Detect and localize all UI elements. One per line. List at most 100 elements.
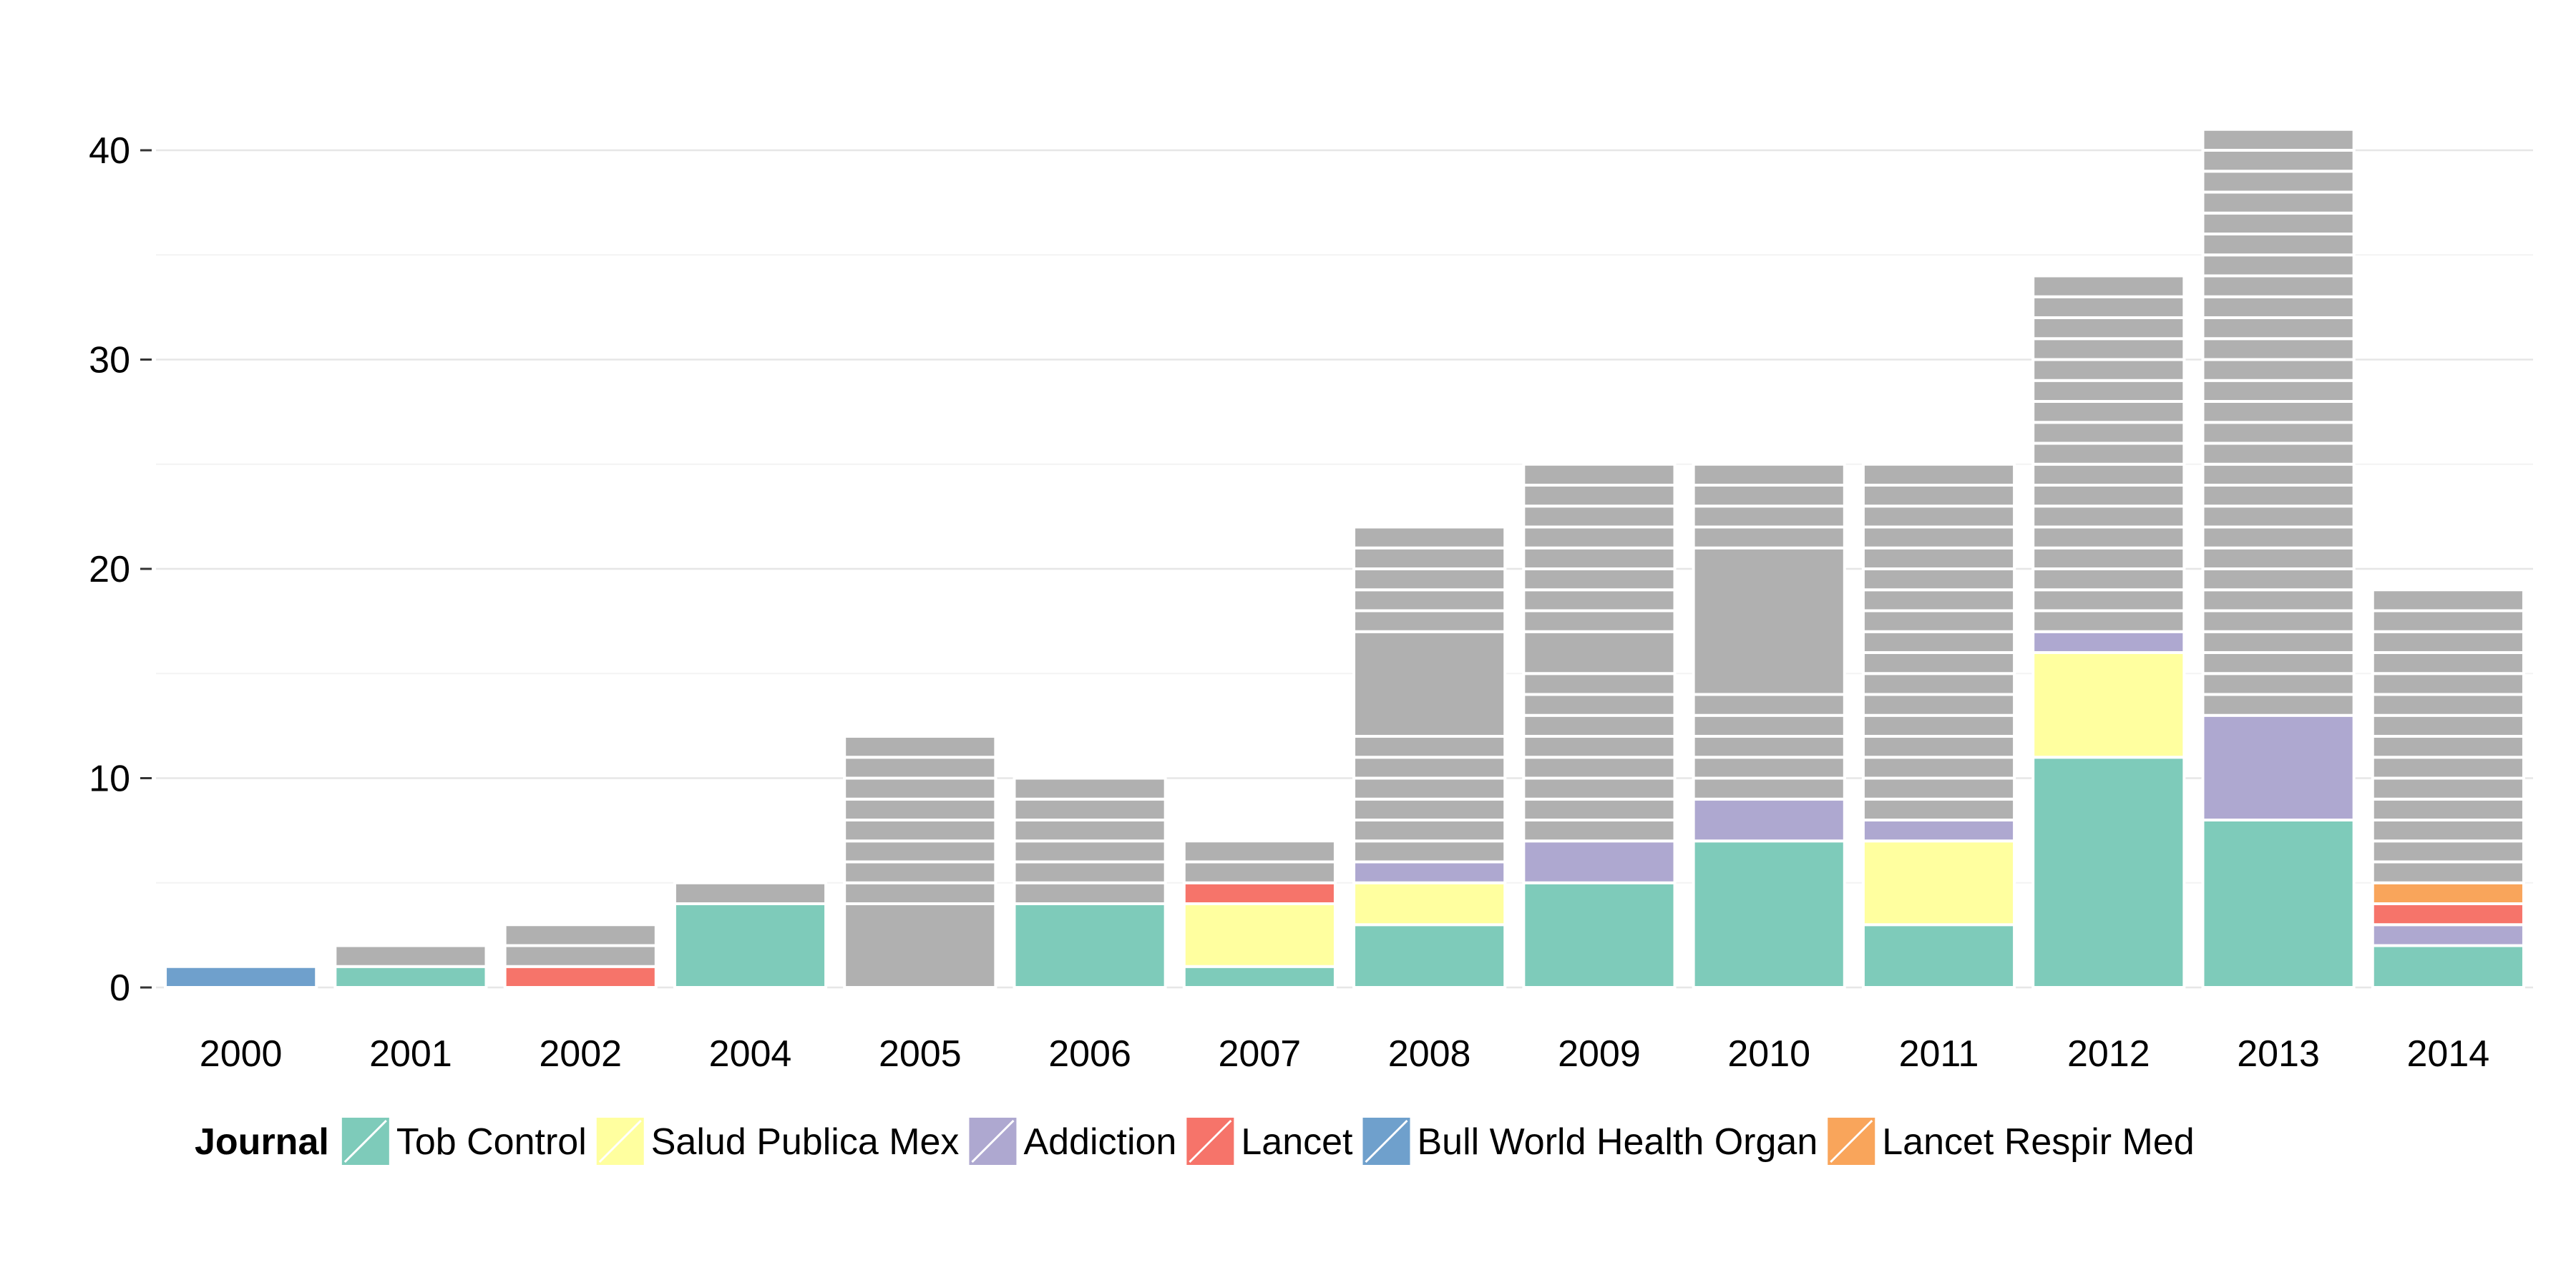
bar-segment-other bbox=[1861, 693, 2016, 717]
bar-segment-other bbox=[1013, 860, 1167, 884]
bar-segment-other bbox=[2031, 379, 2186, 403]
bar-segment-other bbox=[2201, 211, 2356, 235]
bar-segment-other bbox=[1861, 651, 2016, 675]
bar-segment-other bbox=[503, 944, 658, 968]
bar-segment-other bbox=[1013, 819, 1167, 843]
bar-segment-other bbox=[1522, 546, 1677, 570]
bar-segment-other bbox=[843, 860, 997, 884]
bar-segment-other bbox=[2371, 860, 2525, 884]
x-tick-label: 2006 bbox=[1048, 1033, 1131, 1075]
bar-segment-other bbox=[1861, 609, 2016, 633]
bar-segment-other bbox=[1692, 525, 1846, 550]
bar-segment-tob-control bbox=[1692, 839, 1846, 989]
bar-segment-other bbox=[1861, 484, 2016, 508]
x-tick-label: 2014 bbox=[2407, 1033, 2490, 1075]
bar-segment-other bbox=[1861, 630, 2016, 654]
y-tick-label: 20 bbox=[89, 549, 130, 590]
bar-segment-other bbox=[1861, 462, 2016, 487]
bar-segment-other bbox=[1522, 588, 1677, 613]
bar-segment-other bbox=[843, 797, 997, 821]
bar-segment-other bbox=[1352, 609, 1507, 633]
bar-segment-other bbox=[2201, 609, 2356, 633]
bar-segment-other bbox=[843, 902, 997, 989]
bar-segment-other bbox=[1522, 630, 1677, 675]
bar-segment-other bbox=[1522, 504, 1677, 529]
bar-segment-addiction bbox=[1522, 839, 1677, 884]
bar-segment-other bbox=[1692, 504, 1846, 529]
bar-segment-other bbox=[1692, 484, 1846, 508]
bar-segment-other bbox=[2031, 588, 2186, 613]
bar-segment-other bbox=[2031, 441, 2186, 466]
bar-segment-other bbox=[1522, 462, 1677, 487]
x-tick-label: 2004 bbox=[709, 1033, 792, 1075]
bar-segment-other bbox=[2201, 253, 2356, 278]
legend-entry-label: Lancet bbox=[1241, 1121, 1353, 1163]
bar-segment-addiction bbox=[2201, 713, 2356, 821]
legend-entry-label: Addiction bbox=[1023, 1121, 1176, 1163]
bar-segment-other bbox=[1692, 546, 1846, 696]
bar-segment-other bbox=[2371, 651, 2525, 675]
bar-segment-other bbox=[1692, 735, 1846, 759]
bar-segment-other bbox=[2201, 546, 2356, 570]
bar-segment-other bbox=[843, 881, 997, 905]
bar-segment-other bbox=[1861, 504, 2016, 529]
bar-segment-other bbox=[1861, 588, 2016, 613]
bar-segment-other bbox=[1352, 735, 1507, 759]
legend-entry-label: Salud Publica Mex bbox=[651, 1121, 960, 1163]
bar-segment-other bbox=[2371, 630, 2525, 654]
bar-segment-other bbox=[1692, 776, 1846, 801]
bar-segment-lancet bbox=[2371, 902, 2525, 927]
bar-segment-other bbox=[2371, 672, 2525, 696]
bar-segment-other bbox=[1522, 567, 1677, 592]
bar-segment-other bbox=[1692, 713, 1846, 738]
bar-segment-other bbox=[2371, 588, 2525, 613]
y-tick-label: 30 bbox=[89, 340, 130, 381]
bar-segment-other bbox=[2201, 190, 2356, 215]
bar-segment-other bbox=[2201, 693, 2356, 717]
bar-segment-other bbox=[843, 756, 997, 780]
bar-segment-other bbox=[843, 776, 997, 801]
bar-segment-other bbox=[1352, 776, 1507, 801]
bar-segment-addiction bbox=[2031, 630, 2186, 654]
x-tick-label: 2013 bbox=[2237, 1033, 2320, 1075]
bar-segment-other bbox=[1861, 525, 2016, 550]
bar-segment-other bbox=[1013, 839, 1167, 864]
bar-segment-other bbox=[2031, 337, 2186, 361]
y-tick-label: 40 bbox=[89, 130, 130, 172]
bar-segment-other bbox=[2031, 525, 2186, 550]
legend-title: Journal bbox=[195, 1121, 329, 1163]
bar-segment-other bbox=[2201, 588, 2356, 613]
bar-segment-other bbox=[1352, 819, 1507, 843]
axes: 2000 2001 2002 2004 2005 2006 2007 2008 2009 2010… bbox=[89, 130, 2489, 1075]
x-tick-label: 2002 bbox=[539, 1033, 622, 1075]
bar-segment-other bbox=[1352, 756, 1507, 780]
bar-segment-tob-control bbox=[1861, 923, 2016, 989]
bar-segment-bull-world-health-organ bbox=[164, 965, 318, 989]
bar-segment-tob-control bbox=[673, 902, 828, 989]
bar-segment-other bbox=[2371, 609, 2525, 633]
bar-segment-tob-control bbox=[1013, 902, 1167, 989]
bar-segment-other bbox=[1522, 672, 1677, 696]
bar-segment-other bbox=[1013, 881, 1167, 905]
bar-segment-salud-publica-mex bbox=[2031, 651, 2186, 759]
bar-segment-tob-control bbox=[1522, 881, 1677, 989]
bar-segment-other bbox=[1522, 776, 1677, 801]
bar-segment-other bbox=[2031, 358, 2186, 382]
x-tick-label: 2001 bbox=[369, 1033, 452, 1075]
bar-segment-other bbox=[1692, 693, 1846, 717]
bar-segment-other bbox=[1182, 839, 1337, 864]
bar-segment-tob-control bbox=[2031, 756, 2186, 989]
legend-key-slash bbox=[343, 1119, 387, 1163]
bar-segment-other bbox=[2031, 484, 2186, 508]
bar-segment-other bbox=[1522, 525, 1677, 550]
bar-segment-tob-control bbox=[333, 965, 488, 989]
legend-entry-label: Tob Control bbox=[396, 1121, 587, 1163]
bar-segment-other bbox=[2031, 421, 2186, 445]
bar-segment-addiction bbox=[2371, 923, 2525, 947]
x-tick-label: 2000 bbox=[200, 1033, 283, 1075]
bar-segment-other bbox=[2201, 358, 2356, 382]
bar-segment-tob-control bbox=[1352, 923, 1507, 989]
bar-segment-other bbox=[2201, 233, 2356, 257]
bar-segment-other bbox=[1352, 630, 1507, 738]
